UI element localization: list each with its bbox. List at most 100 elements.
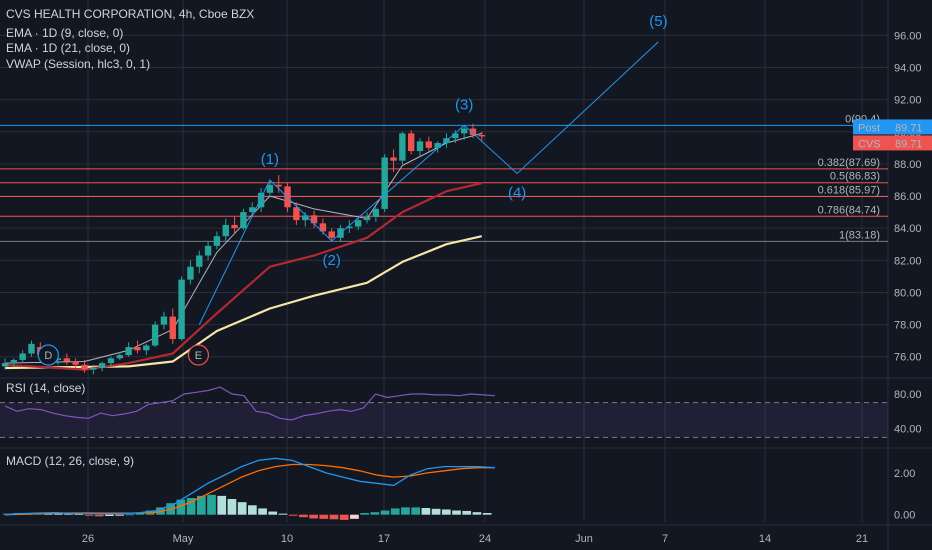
indicator-vwap[interactable]: VWAP (Session, hlc3, 0, 1) (6, 57, 150, 71)
candle-body (452, 133, 459, 139)
candle-body (425, 141, 433, 148)
candle[interactable] (434, 141, 441, 153)
candle[interactable] (425, 136, 433, 152)
macd-histogram-bar (125, 514, 135, 516)
candle[interactable] (390, 149, 397, 172)
macd-histogram-bar (329, 514, 339, 520)
candle[interactable] (266, 179, 274, 198)
candle[interactable] (328, 228, 335, 242)
candle[interactable] (363, 212, 371, 224)
candle-body (275, 184, 282, 187)
candle-body (293, 207, 300, 221)
price-tick-label: 92.00 (894, 95, 922, 107)
fib-level-label: 0.382(87.69) (818, 157, 880, 169)
candle-body (460, 128, 468, 134)
candle[interactable] (81, 359, 88, 373)
time-tick-label: 17 (378, 533, 390, 545)
candle[interactable] (178, 276, 185, 341)
candle[interactable] (213, 231, 221, 250)
macd-histogram-bar (350, 514, 359, 519)
candle[interactable] (90, 364, 97, 375)
candle[interactable] (98, 361, 106, 372)
macd-title[interactable]: MACD (12, 26, close, 9) (6, 454, 134, 468)
macd-histogram-bar (94, 514, 104, 517)
candle[interactable] (416, 138, 424, 158)
candle-body (231, 224, 238, 229)
price-tag-name: Post (858, 122, 880, 134)
candle[interactable] (116, 351, 123, 360)
macd-histogram-bar (268, 511, 278, 515)
candle[interactable] (257, 188, 265, 213)
candle[interactable] (196, 250, 203, 274)
vwap-line (4, 235, 483, 370)
candle[interactable] (134, 340, 141, 354)
candle[interactable] (452, 130, 459, 144)
candle-body (169, 316, 176, 340)
candle[interactable] (460, 125, 468, 140)
candle[interactable] (125, 342, 132, 357)
candle[interactable] (187, 260, 194, 285)
candle-body (346, 226, 353, 229)
candle[interactable] (249, 202, 256, 217)
candle[interactable] (19, 350, 26, 364)
candle-body (143, 345, 150, 351)
candle[interactable] (355, 218, 362, 230)
macd-histogram-bar (207, 494, 216, 515)
candle[interactable] (372, 207, 380, 222)
candle-body (151, 324, 159, 346)
candle[interactable] (240, 208, 247, 230)
candle[interactable] (478, 131, 486, 142)
chart-title: CVS HEALTH CORPORATION, 4h, Cboe BZX (6, 7, 254, 21)
candle[interactable] (381, 154, 388, 213)
candle[interactable] (204, 241, 212, 261)
event-marker[interactable]: E (187, 344, 210, 366)
candle-body (399, 133, 406, 161)
candle[interactable] (346, 220, 353, 233)
macd-histogram-bar (105, 514, 114, 516)
price-tag[interactable]: Post 89.71 (853, 119, 932, 134)
macd-histogram-bar (248, 505, 257, 515)
candle[interactable] (10, 358, 18, 367)
rsi-tick-label: 80.00 (894, 389, 922, 401)
candle[interactable] (469, 123, 477, 139)
macd-histogram-bar (54, 513, 63, 515)
macd-histogram-bar (431, 508, 441, 515)
candle[interactable] (169, 308, 176, 344)
candle[interactable] (160, 311, 168, 330)
macd-histogram-bar (186, 497, 196, 515)
price-tag-value: 89.71 (895, 138, 923, 150)
price-panel[interactable]: 0(90.4)0.382(87.69)0.5(86.83)0.618(85.97… (0, 13, 888, 375)
rsi-title[interactable]: RSI (14, close) (6, 381, 85, 395)
macd-histogram-bar (84, 514, 94, 516)
candle[interactable] (28, 340, 35, 357)
elliott-wave-label: (1) (261, 151, 279, 168)
candle[interactable] (143, 343, 150, 356)
macd-histogram-bar (196, 495, 206, 515)
candle[interactable] (407, 130, 415, 155)
candle[interactable] (151, 321, 159, 348)
candle[interactable] (63, 353, 71, 365)
price-tick-label: 82.00 (894, 255, 922, 267)
candle[interactable] (310, 210, 318, 229)
candle-body (222, 224, 229, 237)
event-marker[interactable]: D (37, 344, 59, 366)
macd-panel[interactable] (3, 457, 496, 520)
candle-body (72, 361, 79, 365)
price-tick-label: 78.00 (894, 320, 922, 332)
indicator-ema21[interactable]: EMA · 1D (21, close, 0) (6, 41, 130, 55)
candle[interactable] (72, 358, 79, 368)
candle[interactable] (1, 358, 9, 370)
price-tag[interactable]: CVS 89.71 (853, 135, 932, 151)
candle[interactable] (399, 131, 406, 164)
rsi-panel[interactable] (0, 386, 888, 438)
candle-body (63, 358, 71, 362)
candle[interactable] (107, 356, 115, 367)
indicator-ema9[interactable]: EMA · 1D (9, close, 0) (6, 26, 123, 40)
candle[interactable] (275, 175, 282, 193)
elliott-wave-label: (5) (649, 13, 667, 30)
candle[interactable] (231, 216, 238, 233)
price-tick-label: 80.00 (894, 287, 922, 299)
candle[interactable] (222, 218, 229, 242)
